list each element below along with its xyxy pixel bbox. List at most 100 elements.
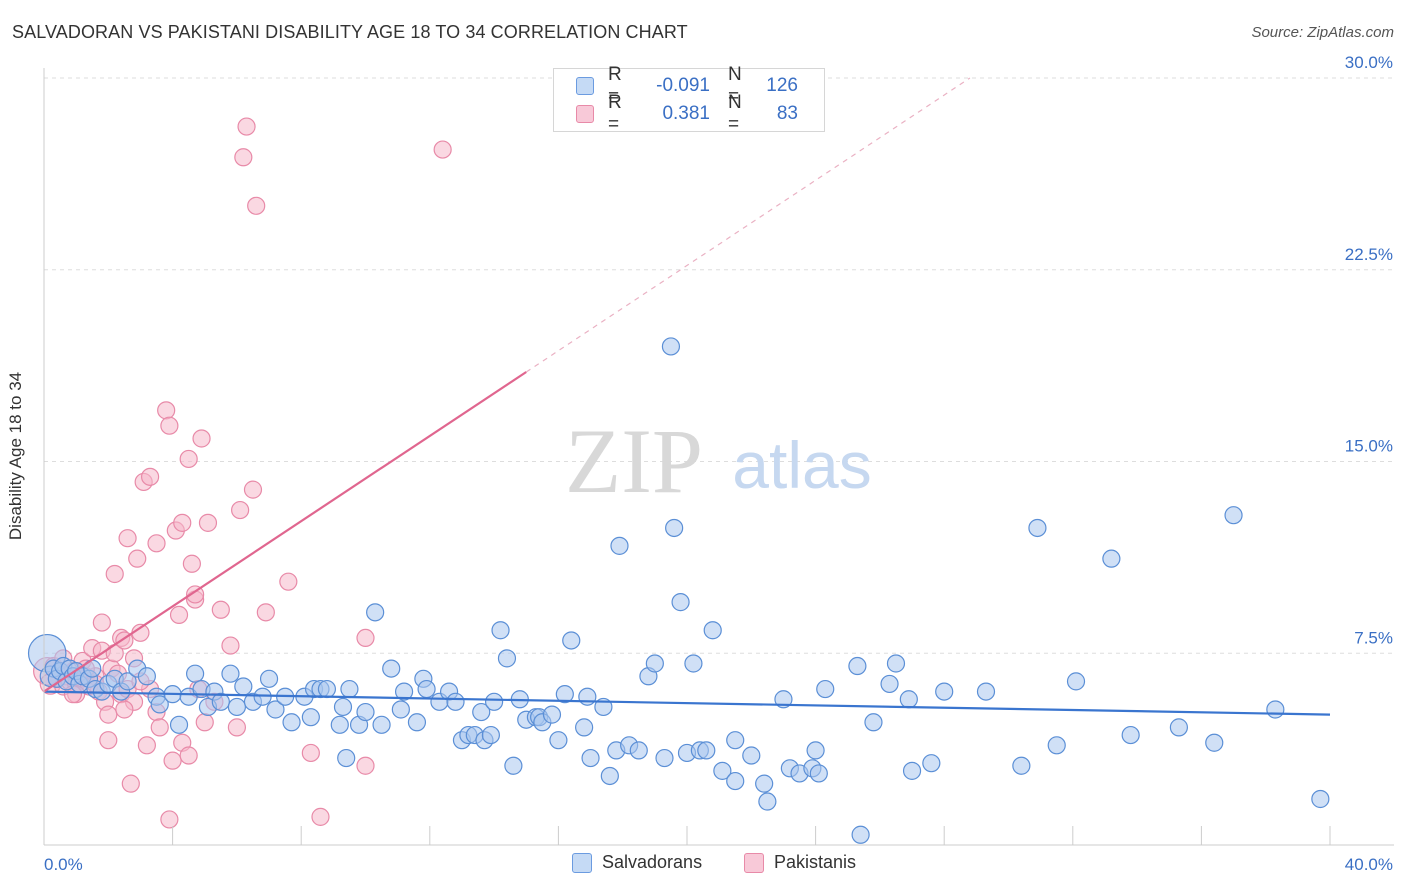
salvadoran-point (629, 741, 648, 760)
pakistani-point (121, 774, 140, 793)
pakistani-point (157, 401, 176, 420)
salvadoran-point (555, 685, 574, 704)
salvadoran-point (491, 621, 510, 640)
salvadoran-point (851, 825, 870, 844)
salvadoran-point (600, 766, 619, 786)
salvadoran-point (337, 748, 356, 768)
pakistani-point (147, 534, 166, 553)
salvadoran-point (1028, 518, 1047, 538)
salvadoran-point (575, 718, 594, 737)
legend-swatch-salvadorans (572, 852, 592, 873)
watermark-atlas: atlas (732, 428, 871, 502)
salvadoran-point (1066, 672, 1086, 691)
legend-item-salvadorans[interactable]: Salvadorans (572, 852, 702, 873)
salvadoran-point (211, 692, 230, 711)
pakistani-point (231, 500, 250, 520)
salvadoran-point (330, 715, 349, 734)
legend-item-pakistanis[interactable]: Pakistanis (744, 852, 856, 873)
salvadoran-point (809, 764, 828, 783)
chart-title: SALVADORAN VS PAKISTANI DISABILITY AGE 1… (12, 22, 688, 42)
salvadoran-point (645, 654, 664, 673)
pakistani-point (311, 807, 330, 826)
salvadoran-point (922, 754, 941, 773)
legend-swatch-salvadorans (576, 77, 594, 95)
salvadoran-point (758, 792, 777, 811)
salvadoran-point (816, 679, 835, 699)
salvadoran-point (578, 687, 597, 706)
salvadoran-point (382, 659, 401, 678)
salvadoran-points (27, 337, 1330, 844)
salvadoran-point (661, 337, 681, 356)
legend-n-value: 83 (776, 103, 798, 124)
salvadoran-point (655, 748, 674, 768)
y-tick-label: 7.5% (1354, 628, 1393, 647)
watermark-zip: ZIP (565, 410, 703, 512)
legend-swatch-pakistanis (744, 852, 764, 873)
salvadoran-point (549, 731, 568, 750)
pakistani-point (211, 600, 230, 619)
pakistani-trend-extension (525, 77, 971, 373)
salvadoran-point (333, 697, 353, 717)
correlation-legend: R = -0.091 N = 126 R = 0.381 N = 83 (553, 64, 825, 135)
salvadoran-point (581, 748, 600, 768)
pakistani-point (160, 416, 179, 435)
salvadoran-point (1121, 725, 1140, 745)
chart-source: Source: ZipAtlas.com (1251, 24, 1394, 41)
pakistani-point (105, 564, 124, 584)
x-tick-label-max: 40.0% (1345, 855, 1393, 874)
salvadoran-point (407, 713, 427, 732)
pakistani-point (198, 513, 218, 532)
salvadoran-point (394, 682, 414, 701)
salvadoran-point (726, 731, 745, 750)
pakistani-point (247, 196, 266, 215)
salvadoran-point (742, 746, 761, 765)
y-axis-label: Disability Age 18 to 34 (6, 371, 25, 541)
salvadoran-point (542, 705, 562, 724)
legend-r-label: R = (608, 64, 622, 107)
salvadoran-point (562, 631, 581, 650)
salvadoran-point (356, 702, 375, 722)
legend-label-salvadorans: Salvadorans (602, 852, 703, 872)
salvadoran-point (1102, 549, 1121, 568)
pakistani-point (163, 751, 182, 770)
salvadoran-point (301, 708, 320, 727)
salvadoran-point (1266, 700, 1285, 719)
salvadoran-point (703, 621, 722, 640)
salvadoran-point (684, 654, 703, 673)
pakistani-point (160, 810, 179, 829)
pakistani-point (279, 572, 298, 591)
pakistani-point (433, 140, 452, 159)
salvadoran-point (481, 725, 500, 745)
salvadoran-point (935, 682, 954, 701)
salvadoran-point (504, 756, 523, 775)
pakistani-point (137, 736, 156, 755)
salvadoran-point (1047, 736, 1066, 755)
salvadoran-point (282, 713, 301, 732)
salvadoran-point (976, 682, 996, 701)
salvadoran-point (671, 593, 690, 612)
pakistani-point (195, 713, 214, 732)
pakistani-point (140, 467, 160, 486)
pakistani-point (256, 603, 275, 622)
legend-label-pakistanis: Pakistanis (774, 852, 857, 872)
salvadoran-point (1224, 506, 1243, 525)
salvadoran-point (1169, 718, 1188, 737)
pakistani-point (192, 429, 211, 448)
x-tick-label-min: 0.0% (44, 855, 83, 874)
pakistani-point (99, 705, 118, 724)
pakistani-point (150, 718, 169, 737)
salvadoran-point (864, 713, 883, 732)
salvadoran-point (880, 674, 899, 694)
watermark: ZIP atlas (565, 410, 872, 512)
salvadoran-point (485, 692, 504, 711)
salvadoran-point (886, 654, 906, 673)
pakistani-point (92, 613, 111, 632)
pakistani-point (169, 605, 189, 625)
salvadoran-point (137, 667, 156, 686)
salvadoran-point (221, 664, 240, 683)
salvadoran-point (150, 695, 169, 714)
pakistani-point (227, 718, 246, 737)
salvadoran-point (806, 741, 825, 760)
legend-n-label: N = (728, 92, 742, 135)
